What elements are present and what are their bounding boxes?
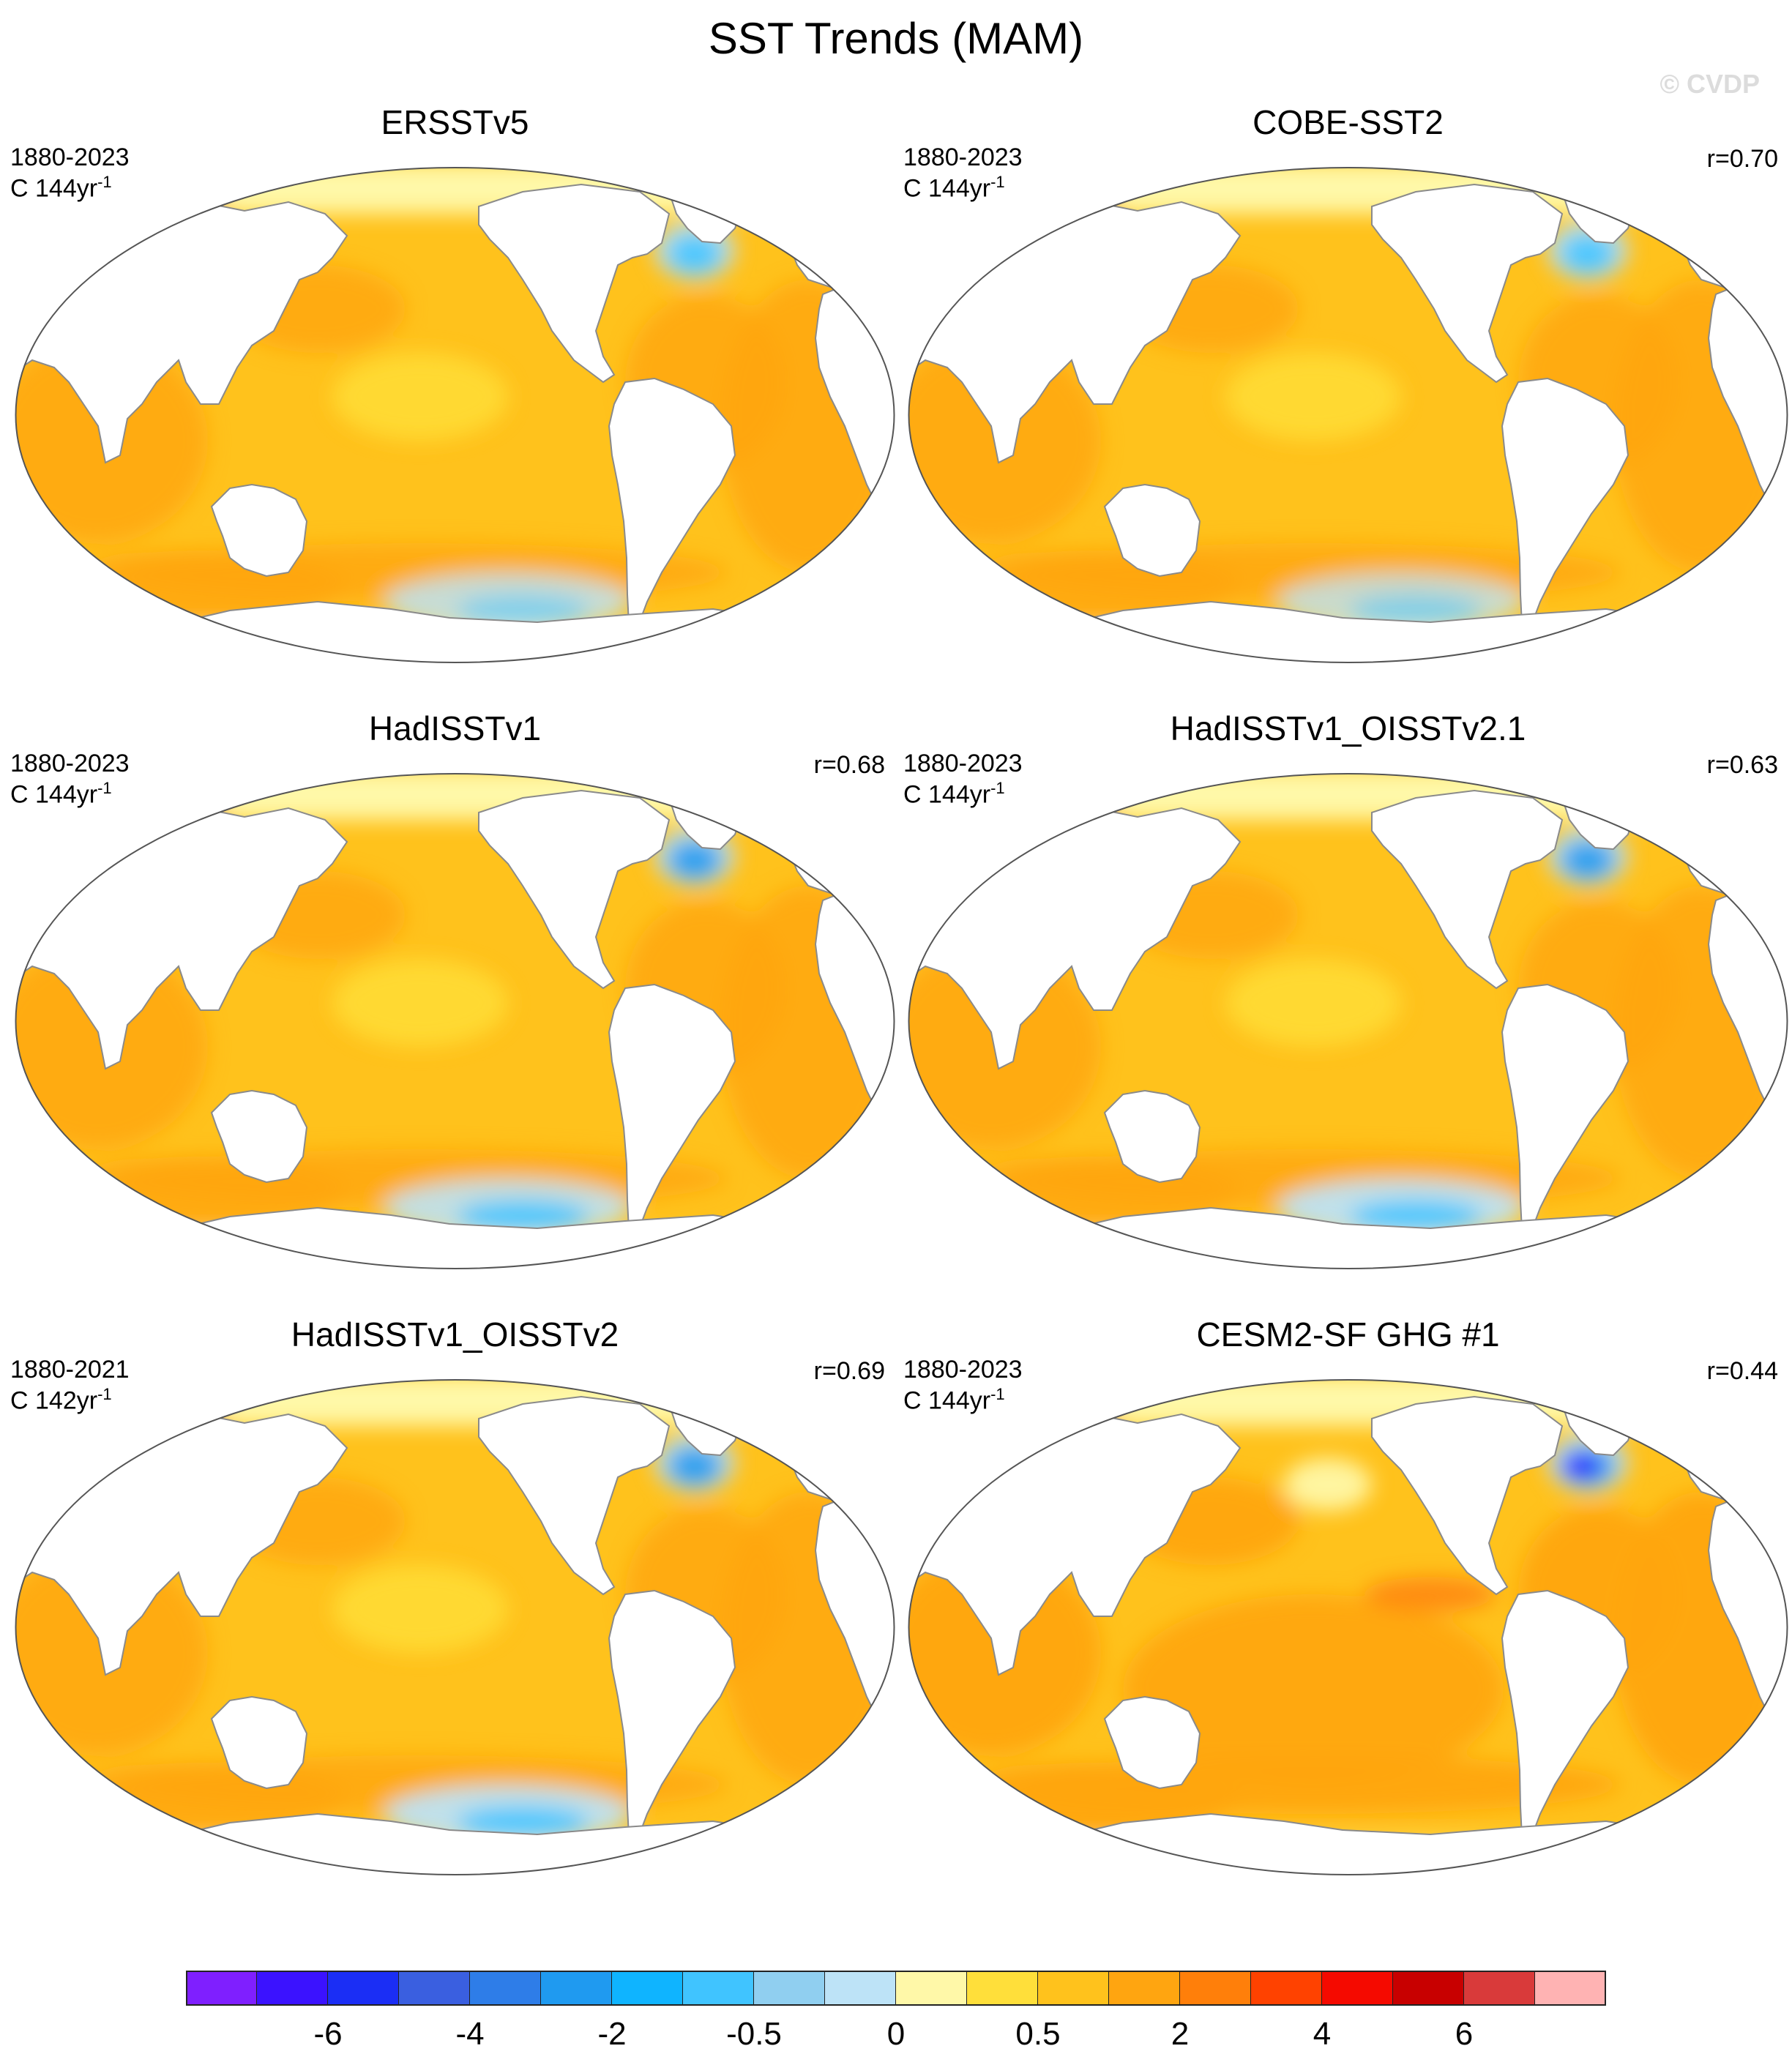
units-label: C 144yr-1 bbox=[10, 779, 112, 809]
colorbar-swatch bbox=[541, 1971, 612, 2006]
colorbar-swatch bbox=[754, 1971, 825, 2006]
figure-title: SST Trends (MAM) bbox=[708, 14, 1084, 63]
colorbar-swatch bbox=[683, 1971, 754, 2006]
sst-trend-map bbox=[15, 1379, 895, 1875]
period-label: 1880-2023 bbox=[903, 750, 1023, 777]
map-panel: HadISSTv1_OISSTv2 1880-2021 C 142yr-1 r=0.6… bbox=[10, 1315, 900, 1878]
period-label: 1880-2023 bbox=[10, 143, 130, 171]
correlation-label: r=0.63 bbox=[1706, 751, 1778, 779]
colorbar-tick-label: 0 bbox=[886, 2016, 906, 2052]
sst-trend-map bbox=[15, 773, 895, 1269]
land-southAmerica bbox=[608, 983, 736, 1239]
period-label: 1880-2023 bbox=[903, 143, 1023, 171]
land-northAmerica bbox=[478, 789, 671, 990]
colorbar-tick-label: -0.5 bbox=[726, 2016, 782, 2052]
units-text: C 142yr bbox=[10, 1386, 98, 1415]
units-exponent: -1 bbox=[97, 173, 112, 191]
land-australia bbox=[210, 1089, 308, 1184]
land-northAmerica bbox=[1371, 183, 1564, 384]
colorbar-swatch bbox=[1322, 1971, 1393, 2006]
land-southAmerica bbox=[608, 377, 736, 632]
units-text: C 144yr bbox=[10, 174, 98, 203]
colorbar-swatch bbox=[896, 1971, 967, 2006]
map-panel: HadISSTv1 1880-2023 C 144yr-1 r=0.68 bbox=[10, 709, 900, 1272]
units-exponent: -1 bbox=[990, 173, 1005, 191]
correlation-label: r=0.70 bbox=[1706, 145, 1778, 173]
colorbar-swatch bbox=[1038, 1971, 1109, 2006]
period-label: 1880-2023 bbox=[10, 750, 130, 777]
colorbar-swatch bbox=[1535, 1971, 1606, 2006]
units-text: C 144yr bbox=[903, 174, 991, 203]
panel-title: COBE-SST2 bbox=[1252, 103, 1444, 141]
panel-title: HadISSTv1_OISSTv2 bbox=[291, 1315, 619, 1353]
colorbar-swatch bbox=[612, 1971, 683, 2006]
land-northAmerica bbox=[478, 183, 671, 384]
sst-trend-map bbox=[908, 1379, 1788, 1875]
units-text: C 144yr bbox=[903, 780, 991, 809]
units-exponent: -1 bbox=[97, 779, 112, 797]
land-southAmerica bbox=[608, 1589, 736, 1845]
units-label: C 144yr-1 bbox=[903, 173, 1005, 203]
land-australia bbox=[210, 1695, 308, 1790]
sst-trend-map bbox=[908, 167, 1788, 663]
colorbar-tick-label: 0.5 bbox=[1015, 2016, 1061, 2052]
units-text: C 144yr bbox=[903, 1386, 991, 1415]
units-exponent: -1 bbox=[990, 779, 1005, 797]
panel-title: HadISSTv1_OISSTv2.1 bbox=[1170, 709, 1526, 747]
colorbar-tick-label: -4 bbox=[455, 2016, 485, 2052]
map-panel: ERSSTv5 1880-2023 C 144yr-1 bbox=[10, 102, 900, 666]
units-exponent: -1 bbox=[990, 1385, 1005, 1403]
units-label: C 144yr-1 bbox=[10, 173, 112, 203]
map-panel: COBE-SST2 1880-2023 C 144yr-1 r=0.70 bbox=[903, 102, 1792, 666]
cvdp-watermark: © CVDP bbox=[1660, 69, 1760, 99]
colorbar-swatch bbox=[1251, 1971, 1322, 2006]
colorbar-swatch bbox=[1393, 1971, 1464, 2006]
panel-title: HadISSTv1 bbox=[368, 709, 542, 747]
colorbar-swatch bbox=[257, 1971, 328, 2006]
panel-title: CESM2-SF GHG #1 bbox=[1196, 1315, 1500, 1353]
land-northAmerica bbox=[478, 1395, 671, 1596]
colorbar-swatch bbox=[967, 1971, 1038, 2006]
correlation-label: r=0.69 bbox=[813, 1357, 885, 1385]
sst-trend-map bbox=[15, 167, 895, 663]
colorbar-swatch bbox=[1109, 1971, 1180, 2006]
land-australia bbox=[1103, 483, 1201, 578]
panel-title: ERSSTv5 bbox=[381, 103, 529, 141]
correlation-label: r=0.44 bbox=[1706, 1357, 1778, 1385]
colorbar-swatch bbox=[186, 1971, 257, 2006]
colorbar-tick-label: -6 bbox=[313, 2016, 343, 2052]
map-panel: HadISSTv1_OISSTv2.1 1880-2023 C 144yr-1 r=0… bbox=[903, 709, 1792, 1272]
units-label: C 144yr-1 bbox=[903, 1385, 1005, 1415]
correlation-label: r=0.68 bbox=[813, 751, 885, 779]
period-label: 1880-2021 bbox=[10, 1356, 130, 1383]
units-label: C 142yr-1 bbox=[10, 1385, 112, 1415]
units-exponent: -1 bbox=[97, 1385, 112, 1403]
colorbar-swatch bbox=[1464, 1971, 1535, 2006]
colorbar-tick-label: 4 bbox=[1313, 2016, 1332, 2052]
units-label: C 144yr-1 bbox=[903, 779, 1005, 809]
land-australia bbox=[210, 483, 308, 578]
land-australia bbox=[1103, 1695, 1201, 1790]
map-panel: CESM2-SF GHG #1 1880-2023 C 144yr-1 r=0.44 bbox=[903, 1315, 1792, 1878]
colorbar-swatch bbox=[825, 1971, 896, 2006]
colorbar-frame bbox=[186, 1971, 1606, 2006]
colorbar-swatch bbox=[399, 1971, 470, 2006]
land-northAmerica bbox=[1371, 1395, 1564, 1596]
colorbar-swatch bbox=[328, 1971, 399, 2006]
colorbar-tick-label: -2 bbox=[597, 2016, 627, 2052]
sst-trend-map bbox=[908, 773, 1788, 1269]
period-label: 1880-2023 bbox=[903, 1356, 1023, 1383]
land-southAmerica bbox=[1501, 983, 1629, 1239]
colorbar-tick-label: 6 bbox=[1455, 2016, 1474, 2052]
colorbar-tick-label: 2 bbox=[1171, 2016, 1190, 2052]
land-southAmerica bbox=[1501, 1589, 1629, 1845]
land-northAmerica bbox=[1371, 789, 1564, 990]
land-southAmerica bbox=[1501, 377, 1629, 632]
land-australia bbox=[1103, 1089, 1201, 1184]
units-text: C 144yr bbox=[10, 780, 98, 809]
colorbar-swatch bbox=[470, 1971, 541, 2006]
colorbar-swatch bbox=[1180, 1971, 1251, 2006]
